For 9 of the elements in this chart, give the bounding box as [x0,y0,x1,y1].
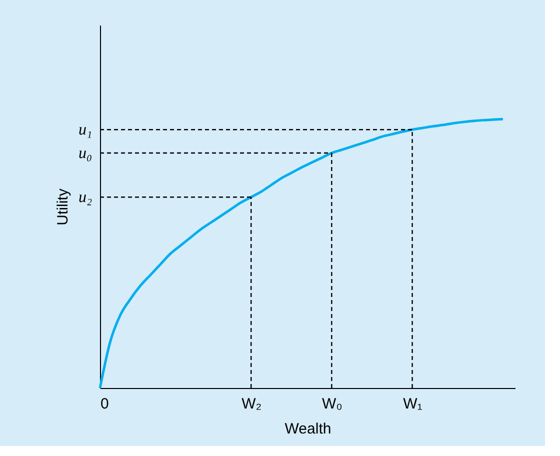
x-tick-label: W₂ [242,396,262,412]
x-tick-label: W₀ [322,396,342,412]
y-axis-title: Utility [54,188,72,226]
ref-line-label: u₀ [78,144,92,162]
ref-line-label: u₁ [78,122,92,139]
ref-line-label: u₂ [78,189,92,206]
x-axis-title: Wealth [284,420,332,438]
x-tick-label: 0 [100,396,109,412]
x-tick-label: W₁ [403,396,422,412]
